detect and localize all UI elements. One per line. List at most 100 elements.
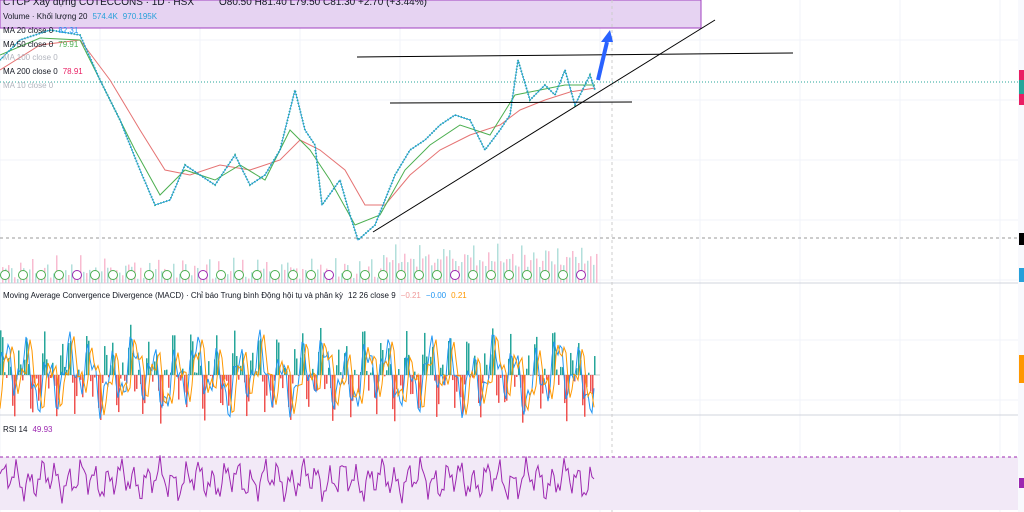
macd-hist (152, 375, 154, 382)
volume-bar (38, 278, 40, 283)
macd-hist (526, 368, 528, 375)
legend-ma[interactable]: MA 200 close 0 78.91 (3, 67, 88, 76)
event-marker (558, 270, 568, 280)
volume-bar (359, 261, 361, 283)
event-marker (576, 270, 586, 280)
volume-bar (299, 278, 301, 283)
event-marker (522, 270, 532, 280)
macd-hist (306, 375, 308, 400)
macd-hist (36, 375, 38, 379)
volume-bar (323, 272, 325, 283)
macd-hist (0, 330, 2, 375)
value: 82.31 (58, 26, 79, 35)
event-marker (252, 270, 262, 280)
volume-bar (233, 257, 235, 283)
params: 12 26 close 9 (348, 291, 396, 300)
macd-hist (18, 350, 20, 375)
macd-hist (590, 375, 592, 392)
macd-hist (230, 375, 232, 399)
macd-hist (250, 360, 252, 375)
volume-bar (470, 257, 472, 283)
label: Volume · Khối lượng 20 (3, 12, 88, 21)
volume-bar (497, 243, 499, 283)
volume-bar (338, 276, 340, 283)
legend-ma[interactable]: MA 10 close 0 (3, 81, 58, 90)
macd-hist (100, 375, 102, 420)
value: 78.91 (62, 67, 83, 76)
volume-bar (575, 256, 577, 283)
macd-hist (102, 375, 104, 383)
macd-hist (80, 375, 82, 380)
macd-hist (56, 375, 58, 417)
macd-hist (356, 374, 358, 375)
volume-bar (176, 277, 178, 283)
event-marker (180, 270, 190, 280)
volume-bar (545, 250, 547, 283)
volume-bar (245, 276, 247, 283)
legend-ma[interactable]: MA 100 close 0 (3, 53, 63, 62)
macd-hist (164, 370, 166, 375)
legend-ma[interactable]: MA 20 close 0 82.31 (3, 26, 83, 35)
macd-hist (304, 354, 306, 375)
volume-bar (104, 258, 106, 283)
volume-bar (332, 278, 334, 283)
volume-bar (281, 264, 283, 283)
macd-hist (486, 364, 488, 375)
macd-hist (220, 375, 222, 404)
legend-rsi[interactable]: RSI 14 49.93 (3, 425, 58, 434)
macd-hist (40, 375, 42, 396)
volume-bar (251, 272, 253, 283)
macd-hist (108, 375, 110, 378)
macd-hist (94, 375, 96, 378)
event-marker (504, 270, 514, 280)
macd-hist (160, 375, 162, 424)
volume-bar (395, 244, 397, 283)
event-marker (288, 270, 298, 280)
macd-hist (186, 375, 188, 408)
volume-bar (200, 276, 202, 283)
volume-bar (389, 262, 391, 283)
macd-hist (20, 364, 22, 375)
macd-hist (332, 375, 334, 421)
macd-hist (278, 342, 280, 375)
macd (0, 324, 596, 424)
legend-macd[interactable]: Moving Average Convergence Divergence (M… (3, 291, 472, 300)
volume-bar (482, 261, 484, 283)
volume-bar (419, 245, 421, 283)
macd-hist (594, 356, 596, 375)
macd-hist (204, 375, 206, 421)
macd-hist (202, 375, 204, 409)
event-marker (234, 270, 244, 280)
trendline (356, 52, 794, 58)
macd-hist (146, 358, 148, 375)
macd-hist (274, 375, 276, 381)
macd-hist (444, 375, 446, 386)
macd-hist (434, 375, 436, 381)
volume-bar (524, 254, 526, 283)
macd-hist (246, 375, 248, 417)
volume-bar (11, 268, 13, 283)
volume-bar (440, 259, 442, 283)
macd-hist (76, 375, 78, 397)
volume-bar (428, 254, 430, 283)
macd-hist (544, 368, 546, 375)
volume-bar (392, 260, 394, 283)
macd-hist (258, 340, 260, 375)
macd-hist (546, 375, 548, 380)
macd-hist (170, 372, 172, 375)
macd-hist (338, 349, 340, 375)
macd-hist (320, 327, 322, 375)
macd-hist (46, 359, 48, 375)
legend-ma[interactable]: MA 50 close 0 79.91 (3, 40, 83, 49)
volume-bar (77, 278, 79, 283)
rsi-line (0, 455, 595, 504)
macd-hist (68, 342, 70, 375)
macd-hist (148, 341, 150, 375)
macd-hist (294, 349, 296, 375)
event-marker (270, 270, 280, 280)
ma-line (0, 39, 596, 206)
macd-hist (216, 335, 218, 375)
volume-bar (386, 257, 388, 283)
macd-hist (464, 375, 466, 385)
volume-bar (263, 268, 265, 283)
